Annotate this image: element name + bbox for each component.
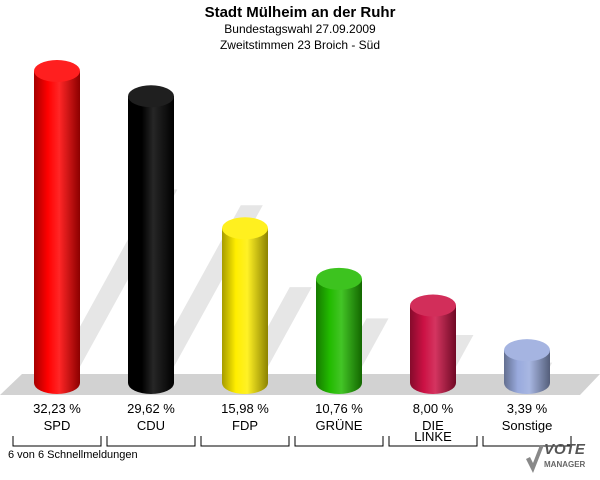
category-bracket: [106, 436, 196, 447]
bar-top-cap: [316, 267, 362, 290]
bar-top-cap: [504, 339, 550, 362]
vote-manager-logo: VOTE MANAGER: [524, 441, 598, 479]
category-label: CDU: [137, 418, 165, 433]
chart-subtitle-district: Zweitstimmen 23 Broich - Süd: [219, 38, 381, 52]
value-label: 29,62 %: [127, 401, 175, 416]
bar-bottom-cap: [316, 372, 362, 394]
bar-grüne: [316, 267, 362, 394]
category-bracket: [482, 436, 572, 447]
category-label: SPD: [44, 418, 71, 433]
category-label: DIE: [422, 418, 444, 433]
value-label: 15,98 %: [221, 401, 269, 416]
bar-top-cap: [222, 217, 268, 240]
bar-bottom-cap: [222, 372, 268, 394]
bar-spd: [34, 60, 80, 394]
category-bracket: [200, 436, 290, 447]
bar-body: [410, 305, 456, 383]
category-label: Sonstige: [502, 418, 553, 433]
bar-bottom-cap: [504, 372, 550, 394]
value-label: 8,00 %: [413, 401, 454, 416]
bar-body: [34, 71, 80, 383]
chart-subtitle-election: Bundestagswahl 27.09.2009: [224, 22, 376, 36]
logo-text-vote: VOTE: [544, 441, 585, 458]
bar-body: [222, 228, 268, 383]
category-label: LINKE: [414, 429, 452, 444]
category-label: FDP: [232, 418, 258, 433]
logo-text-manager: MANAGER: [544, 460, 586, 469]
chart-title: Stadt Mülheim an der Ruhr: [204, 4, 396, 21]
bar-body: [128, 96, 174, 383]
bar-bottom-cap: [128, 372, 174, 394]
bar-top-cap: [128, 85, 174, 108]
bar-die-linke: [410, 294, 456, 394]
category-bracket: [294, 436, 384, 447]
category-bracket: [12, 436, 102, 447]
bar-bottom-cap: [34, 372, 80, 394]
check-mark-icon: [526, 445, 544, 473]
bar-cdu: [128, 85, 174, 394]
value-label: 10,76 %: [315, 401, 363, 416]
report-count: 6 von 6 Schnellmeldungen: [8, 449, 138, 461]
bar-sonstige: [504, 339, 550, 394]
category-label: GRÜNE: [316, 418, 363, 433]
value-label: 32,23 %: [33, 401, 81, 416]
value-label: 3,39 %: [507, 401, 548, 416]
bar-top-cap: [410, 294, 456, 317]
bar-top-cap: [34, 60, 80, 82]
bar-fdp: [222, 217, 268, 394]
bar-body: [316, 278, 362, 383]
bar-bottom-cap: [410, 372, 456, 394]
category-bracket: [388, 436, 478, 447]
